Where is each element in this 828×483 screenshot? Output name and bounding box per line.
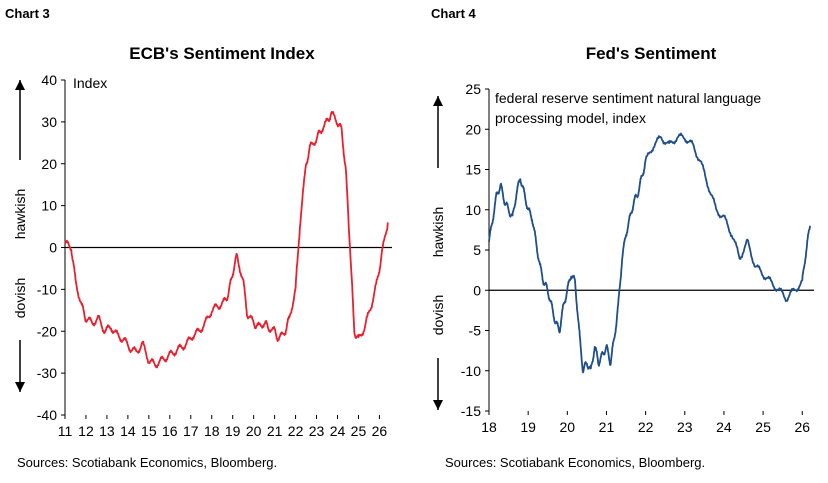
series-line bbox=[64, 111, 389, 369]
x-tick-label: 20 bbox=[560, 419, 576, 435]
y-tick-label: -20 bbox=[37, 323, 57, 339]
y-tick-label: -10 bbox=[37, 281, 57, 297]
y-tick-label: -40 bbox=[37, 407, 57, 423]
x-tick-label: 15 bbox=[141, 423, 157, 439]
down-arrow-icon bbox=[433, 400, 443, 410]
x-tick-label: 25 bbox=[755, 419, 771, 435]
chart-title: ECB's Sentiment Index bbox=[129, 44, 315, 63]
x-tick-label: 20 bbox=[246, 423, 262, 439]
y-tick-label: 5 bbox=[473, 242, 481, 258]
hawkish-label: hawkish bbox=[430, 207, 446, 258]
x-tick-label: 22 bbox=[638, 419, 654, 435]
y-tick-label: 20 bbox=[465, 121, 481, 137]
y-tick-label: 30 bbox=[41, 114, 57, 130]
x-tick-label: 17 bbox=[183, 423, 199, 439]
x-tick-label: 18 bbox=[481, 419, 497, 435]
x-tick-label: 19 bbox=[225, 423, 241, 439]
x-tick-label: 24 bbox=[716, 419, 732, 435]
x-tick-label: 26 bbox=[372, 423, 388, 439]
y-tick-label: 0 bbox=[473, 282, 481, 298]
x-tick-label: 21 bbox=[599, 419, 615, 435]
y-tick-label: 25 bbox=[465, 81, 481, 97]
y-axis-title: Index bbox=[73, 75, 107, 91]
x-tick-label: 18 bbox=[204, 423, 220, 439]
y-axis-title: federal reserve sentiment natural langua… bbox=[495, 90, 761, 106]
x-tick-label: 23 bbox=[677, 419, 693, 435]
chart-3-panel: 40 30 20 10 0 -10 -20 -30 -40 11 12 13 14 15 16 17 18 19 2… bbox=[5, 6, 392, 470]
dovish-label: dovish bbox=[12, 278, 28, 318]
chart-4-panel: 25 20 15 10 5 0 -5 -10 -15 18 19 20 21 22 23 24 25 26 fede… bbox=[414, 0, 828, 483]
y-tick-label: -30 bbox=[37, 365, 57, 381]
chart-number: Chart 4 bbox=[431, 6, 476, 21]
y-tick-label: 40 bbox=[41, 72, 57, 88]
x-tick-label: 12 bbox=[78, 423, 94, 439]
up-arrow-icon bbox=[15, 80, 25, 90]
x-tick-label: 16 bbox=[162, 423, 178, 439]
x-tick-label: 25 bbox=[351, 423, 367, 439]
y-tick-label: -15 bbox=[461, 403, 481, 419]
x-tick-label: 11 bbox=[58, 423, 73, 439]
hawkish-label: hawkish bbox=[12, 189, 28, 240]
x-tick-label: 13 bbox=[99, 423, 115, 439]
y-tick-label: 0 bbox=[49, 240, 57, 256]
x-tick-label: 24 bbox=[330, 423, 346, 439]
up-arrow-icon bbox=[433, 96, 443, 106]
y-tick-label: 20 bbox=[41, 156, 57, 172]
x-tick-label: 21 bbox=[267, 423, 283, 439]
y-tick-label: -5 bbox=[469, 323, 482, 339]
x-tick-label: 23 bbox=[309, 423, 325, 439]
down-arrow-icon bbox=[15, 382, 25, 392]
source-note: Sources: Scotiabank Economics, Bloomberg… bbox=[445, 455, 706, 470]
x-tick-label: 22 bbox=[288, 423, 304, 439]
x-tick-label: 26 bbox=[794, 419, 810, 435]
x-tick-label: 19 bbox=[520, 419, 536, 435]
chart-number: Chart 3 bbox=[5, 6, 50, 21]
y-tick-label: 15 bbox=[465, 162, 481, 178]
y-tick-label: 10 bbox=[41, 198, 57, 214]
y-tick-label: 10 bbox=[465, 202, 481, 218]
x-tick-label: 14 bbox=[120, 423, 136, 439]
source-note: Sources: Scotiabank Economics, Bloomberg… bbox=[17, 455, 278, 470]
y-axis-title: processing model, index bbox=[495, 110, 646, 126]
dovish-label: dovish bbox=[430, 295, 446, 335]
series-line bbox=[488, 132, 811, 374]
chart-title: Fed's Sentiment bbox=[585, 44, 717, 63]
y-tick-label: -10 bbox=[461, 363, 481, 379]
